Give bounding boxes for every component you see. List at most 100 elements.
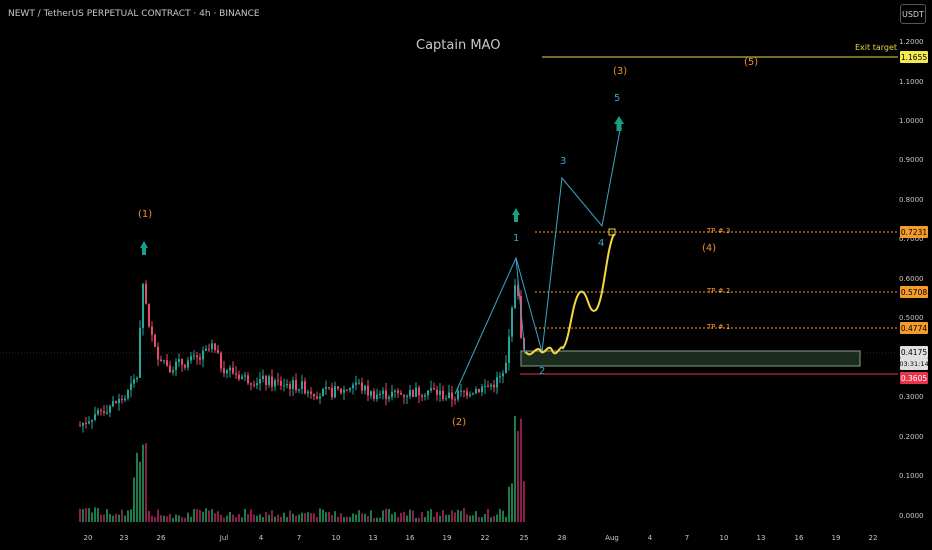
volume-bar <box>391 514 393 522</box>
candle-body <box>85 423 87 425</box>
currency-button[interactable]: USDT <box>900 4 926 24</box>
time-tick-label: Jul <box>219 534 229 542</box>
candle-body <box>184 364 186 368</box>
volume-bar <box>343 517 345 522</box>
candle-body <box>136 377 138 380</box>
volume-bar <box>163 515 165 522</box>
volume-bar <box>367 515 369 522</box>
candle-body <box>412 390 414 398</box>
volume-bar <box>277 514 279 522</box>
candle-body <box>352 384 354 389</box>
candle-body <box>262 375 264 380</box>
volume-bar <box>175 514 177 522</box>
volume-bar <box>487 508 489 522</box>
volume-bar <box>265 512 267 522</box>
candle-body <box>169 365 171 373</box>
volume-bar <box>298 514 300 522</box>
wave-label-3: (3) <box>613 66 628 77</box>
candle-body <box>361 382 363 391</box>
time-tick-label: 22 <box>480 534 490 542</box>
volume-bar <box>481 517 483 522</box>
candle-body <box>148 303 150 327</box>
volume-bar <box>229 512 231 522</box>
volume-bar <box>424 517 426 522</box>
candle-body <box>139 327 141 378</box>
projection-path <box>525 233 615 356</box>
volume-bar <box>238 513 240 522</box>
volume-bar <box>97 508 99 522</box>
candle-body <box>310 391 312 394</box>
candle-body <box>190 356 192 361</box>
symbol-header: NEWT / TetherUS PERPETUAL CONTRACT · 4h … <box>8 9 260 19</box>
volume-bar <box>502 510 504 522</box>
volume-bar <box>484 513 486 522</box>
candle-body <box>79 425 81 427</box>
candle-body <box>127 389 129 399</box>
volume-bar <box>304 513 306 522</box>
volume-bar <box>478 517 480 522</box>
candle-body <box>205 348 207 351</box>
candle-body <box>511 307 513 337</box>
volume-bar <box>397 517 399 522</box>
candle-body <box>268 376 270 385</box>
candle-body <box>319 396 321 399</box>
candle-body <box>226 370 228 374</box>
candle-body <box>376 394 378 400</box>
candle-body <box>259 379 261 384</box>
up-arrow-icon <box>512 208 520 222</box>
candle-body <box>232 367 234 374</box>
candle-body <box>499 376 501 378</box>
volume-bar <box>130 509 132 522</box>
candle-body <box>199 357 201 360</box>
candle-body <box>451 392 453 400</box>
candle-body <box>466 391 468 396</box>
candle-body <box>520 295 522 338</box>
volume-bar <box>457 509 459 522</box>
volume-bar <box>211 509 213 522</box>
volume-bar <box>274 516 276 522</box>
price-tick-label: 0.2000 <box>899 433 924 441</box>
volume-bar <box>250 509 252 522</box>
volume-bar <box>295 515 297 522</box>
volume-bar <box>118 514 120 522</box>
volume-bar <box>445 514 447 522</box>
candle-body <box>151 326 153 335</box>
candle-body <box>460 390 462 392</box>
volume-bar <box>472 515 474 522</box>
volume-bar <box>133 477 135 522</box>
candle-body <box>397 390 399 393</box>
candle-body <box>121 398 123 401</box>
volume-bar <box>289 510 291 522</box>
volume-bar <box>79 508 81 522</box>
volume-bar <box>316 517 318 522</box>
time-tick-label: 4 <box>647 534 653 542</box>
candle-body <box>436 389 438 395</box>
volume-bar <box>523 481 525 522</box>
entry-zone-box <box>520 350 861 367</box>
wave-label-1: (1) <box>138 209 153 220</box>
candle-body <box>178 358 180 362</box>
volume-bar <box>337 516 339 522</box>
candle-body <box>448 392 450 399</box>
volume-bar <box>463 508 465 522</box>
candle-body <box>433 388 435 390</box>
candle-body <box>175 361 177 371</box>
candle-body <box>91 419 93 422</box>
volume-bar <box>139 461 141 522</box>
volume-bar <box>442 510 444 522</box>
wave-blue-path-2 <box>515 257 526 355</box>
time-tick-label: 16 <box>794 534 804 542</box>
volume-bar <box>286 517 288 522</box>
time-tick-label: 25 <box>519 534 529 542</box>
exit-price-tag: 1.1655 <box>900 51 928 63</box>
volume-bar <box>82 509 84 522</box>
candle-body <box>124 398 126 401</box>
volume-bar <box>490 517 492 522</box>
wave-blue-path-1 <box>454 129 621 395</box>
volume-bar <box>262 517 264 522</box>
volume-bar <box>124 515 126 522</box>
volume-bar <box>427 510 429 522</box>
price-tick-label: 0.3000 <box>899 393 924 401</box>
candle-body <box>325 387 327 390</box>
